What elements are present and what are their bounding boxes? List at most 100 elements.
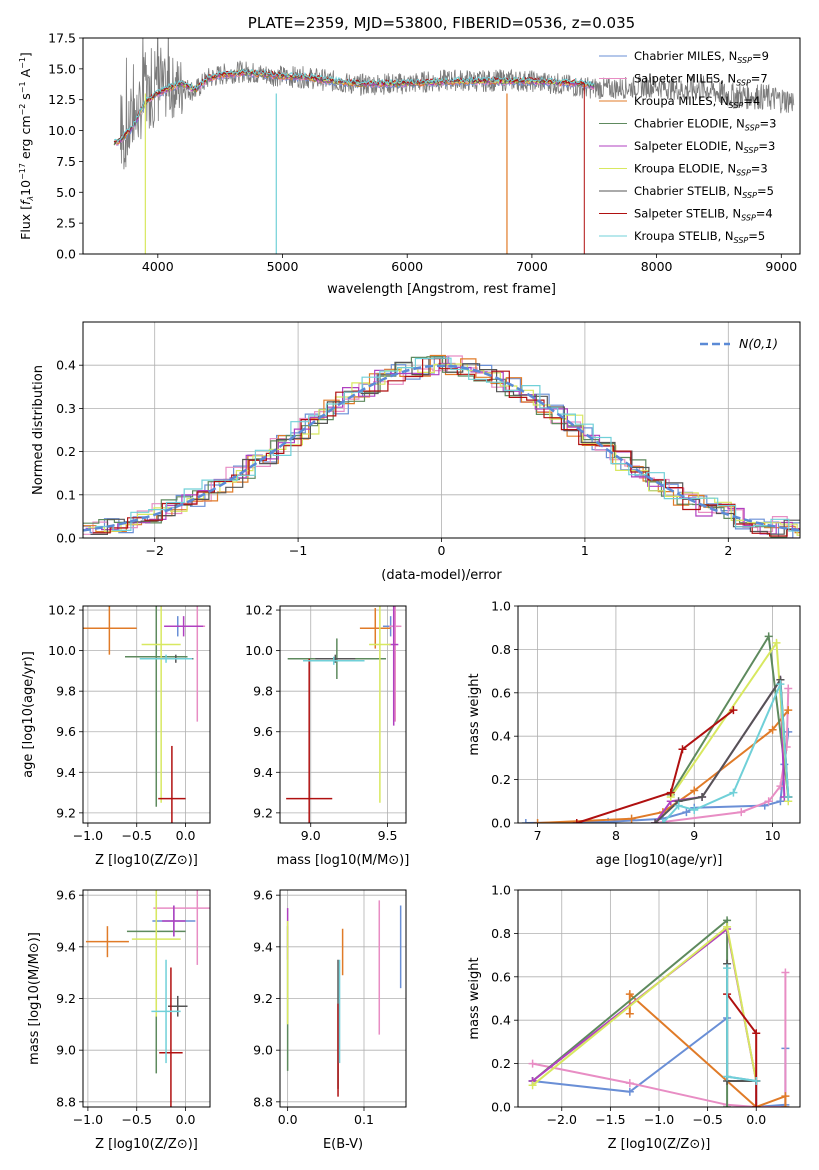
x-tick-label: 0 (438, 543, 446, 558)
plot-area (113, 38, 795, 254)
x-tick-label: −1.0 (73, 1112, 103, 1127)
y-tick-label: 0.2 (491, 1056, 511, 1071)
weight-point-marker (528, 1081, 537, 1090)
plot-area (286, 606, 402, 823)
axes-frame (82, 321, 801, 539)
weight-point-marker (674, 801, 683, 810)
legend-entry: Chabrier ELODIE, NSSP=3 (634, 117, 776, 133)
weight-point-marker (651, 819, 660, 823)
weight-series-line (662, 683, 790, 823)
y-tick-label: 0.2 (491, 772, 511, 787)
x-tick-label: 9.5 (378, 828, 398, 843)
weight-point-marker (752, 1076, 761, 1085)
observed-spectrum-line (120, 38, 795, 170)
y-tick-label: 0.4 (56, 358, 76, 373)
y-tick-label: 10.0 (48, 123, 76, 138)
normal-curve-line (83, 364, 800, 532)
x-tick-label: −1.5 (595, 1112, 625, 1127)
x-tick-label: 4000 (142, 259, 174, 274)
x-tick-label: 0.0 (176, 828, 196, 843)
y-tick-label: 9.2 (56, 805, 76, 820)
x-tick-label: −1.0 (73, 828, 103, 843)
x-tick-label: 6000 (391, 259, 423, 274)
y-tick-label: 1.0 (491, 599, 511, 614)
x-tick-label: −2.0 (547, 1112, 577, 1127)
plot-area (286, 900, 402, 1097)
weight-point-marker (533, 819, 542, 823)
x-tick-label: 5000 (267, 259, 299, 274)
x-tick-label: −1 (289, 543, 307, 558)
axes-frame (279, 605, 407, 824)
axes-frame (82, 605, 211, 824)
x-tick-label: 10 (765, 828, 781, 843)
y-tick-label: 9.0 (56, 1043, 76, 1058)
panel-weight-vs-Z: −2.0 −1.5 −1.0 −0.5 0.0 0.0 0.2 0.4 0.6 0.8 1.0 Z [… (467, 883, 801, 1152)
x-tick-label: 0.1 (354, 1112, 374, 1127)
residual-histogram (90, 357, 800, 535)
weight-point-marker (723, 922, 732, 931)
plot-area (528, 916, 790, 1107)
x-tick-label: 9 (690, 828, 698, 843)
y-tick-label: 9.6 (56, 888, 76, 903)
y-tick-label: 10.0 (245, 643, 273, 658)
weight-point-marker (682, 808, 691, 817)
weight-point-marker (781, 1103, 790, 1107)
weight-point-marker (625, 1087, 634, 1096)
weight-point-marker (729, 788, 738, 797)
y-tick-label: 9.4 (253, 939, 273, 954)
axes-frame (517, 889, 801, 1108)
x-tick-label: 9.0 (301, 828, 321, 843)
mass-vs-Z-xlabel: Z [log10(Z/Z⊙)] (95, 1137, 198, 1152)
y-tick-label: 9.6 (253, 888, 273, 903)
y-tick-label: 5.0 (56, 185, 76, 200)
weight-point-marker (521, 819, 530, 823)
x-tick-label: −0.5 (122, 828, 152, 843)
weight-point-marker (698, 792, 707, 801)
y-tick-label: 2.5 (56, 216, 76, 231)
weight-point-marker (572, 819, 581, 823)
x-tick-label: 0.0 (278, 1112, 298, 1127)
weight-point-marker (690, 805, 699, 814)
age-vs-mass-xlabel: mass [log10(M/M⊙)] (277, 853, 410, 868)
y-tick-label: 17.5 (48, 31, 76, 46)
x-tick-label: −1.0 (644, 1112, 674, 1127)
weight-point-marker (729, 706, 738, 715)
y-tick-label: 9.2 (56, 991, 76, 1006)
y-tick-label: 9.4 (56, 939, 76, 954)
legend-entry: Kroupa MILES, NSSP=4 (634, 94, 760, 110)
x-tick-label: −2 (145, 543, 163, 558)
weight-point-marker (723, 964, 732, 973)
x-tick-label: 8000 (641, 259, 673, 274)
y-tick-label: 9.8 (253, 684, 273, 699)
weight-point-marker (690, 786, 699, 795)
panel-mass-vs-Z: −1.0 −0.5 0.0 8.8 9.0 9.2 9.4 9.6 Z [log10(Z/Z⊙)… (27, 888, 211, 1152)
x-tick-label: −0.5 (122, 1112, 152, 1127)
weight-point-marker (737, 808, 746, 817)
y-tick-label: 10.2 (245, 603, 273, 618)
y-tick-label: 0.0 (56, 531, 76, 546)
y-tick-label: 9.2 (253, 805, 273, 820)
x-tick-label: 7 (534, 828, 542, 843)
legend-entry: Salpeter MILES, NSSP=7 (634, 72, 768, 88)
y-tick-label: 0.0 (56, 247, 76, 262)
y-tick-label: 0.8 (491, 642, 511, 657)
y-tick-label: 9.4 (253, 765, 273, 780)
weight-point-marker (625, 1009, 634, 1018)
weight-point-marker (784, 684, 793, 693)
weight-point-marker (764, 632, 773, 641)
panel-age-vs-Z: −1.0 −0.5 0.0 9.2 9.4 9.6 9.8 10.0 10.2 Z [log10(… (21, 603, 211, 868)
axes-frame (82, 37, 801, 255)
spectrum-title: PLATE=2359, MJD=53800, FIBERID=0536, z=0… (248, 14, 635, 32)
y-tick-label: 9.0 (253, 1043, 273, 1058)
weight-point-marker (625, 990, 634, 999)
plot-area (83, 606, 206, 823)
weight-point-marker (784, 727, 793, 736)
plot-area (521, 632, 793, 823)
axes-frame (82, 889, 211, 1108)
x-tick-label: 8 (612, 828, 620, 843)
x-tick-label: 0.0 (746, 1112, 766, 1127)
spectrum-ylabel: Flux [fλ10−17 erg cm−2 s−1 A−1] (18, 52, 35, 240)
legend-entry: Chabrier MILES, NSSP=9 (634, 49, 769, 65)
y-tick-label: 0.4 (491, 729, 511, 744)
